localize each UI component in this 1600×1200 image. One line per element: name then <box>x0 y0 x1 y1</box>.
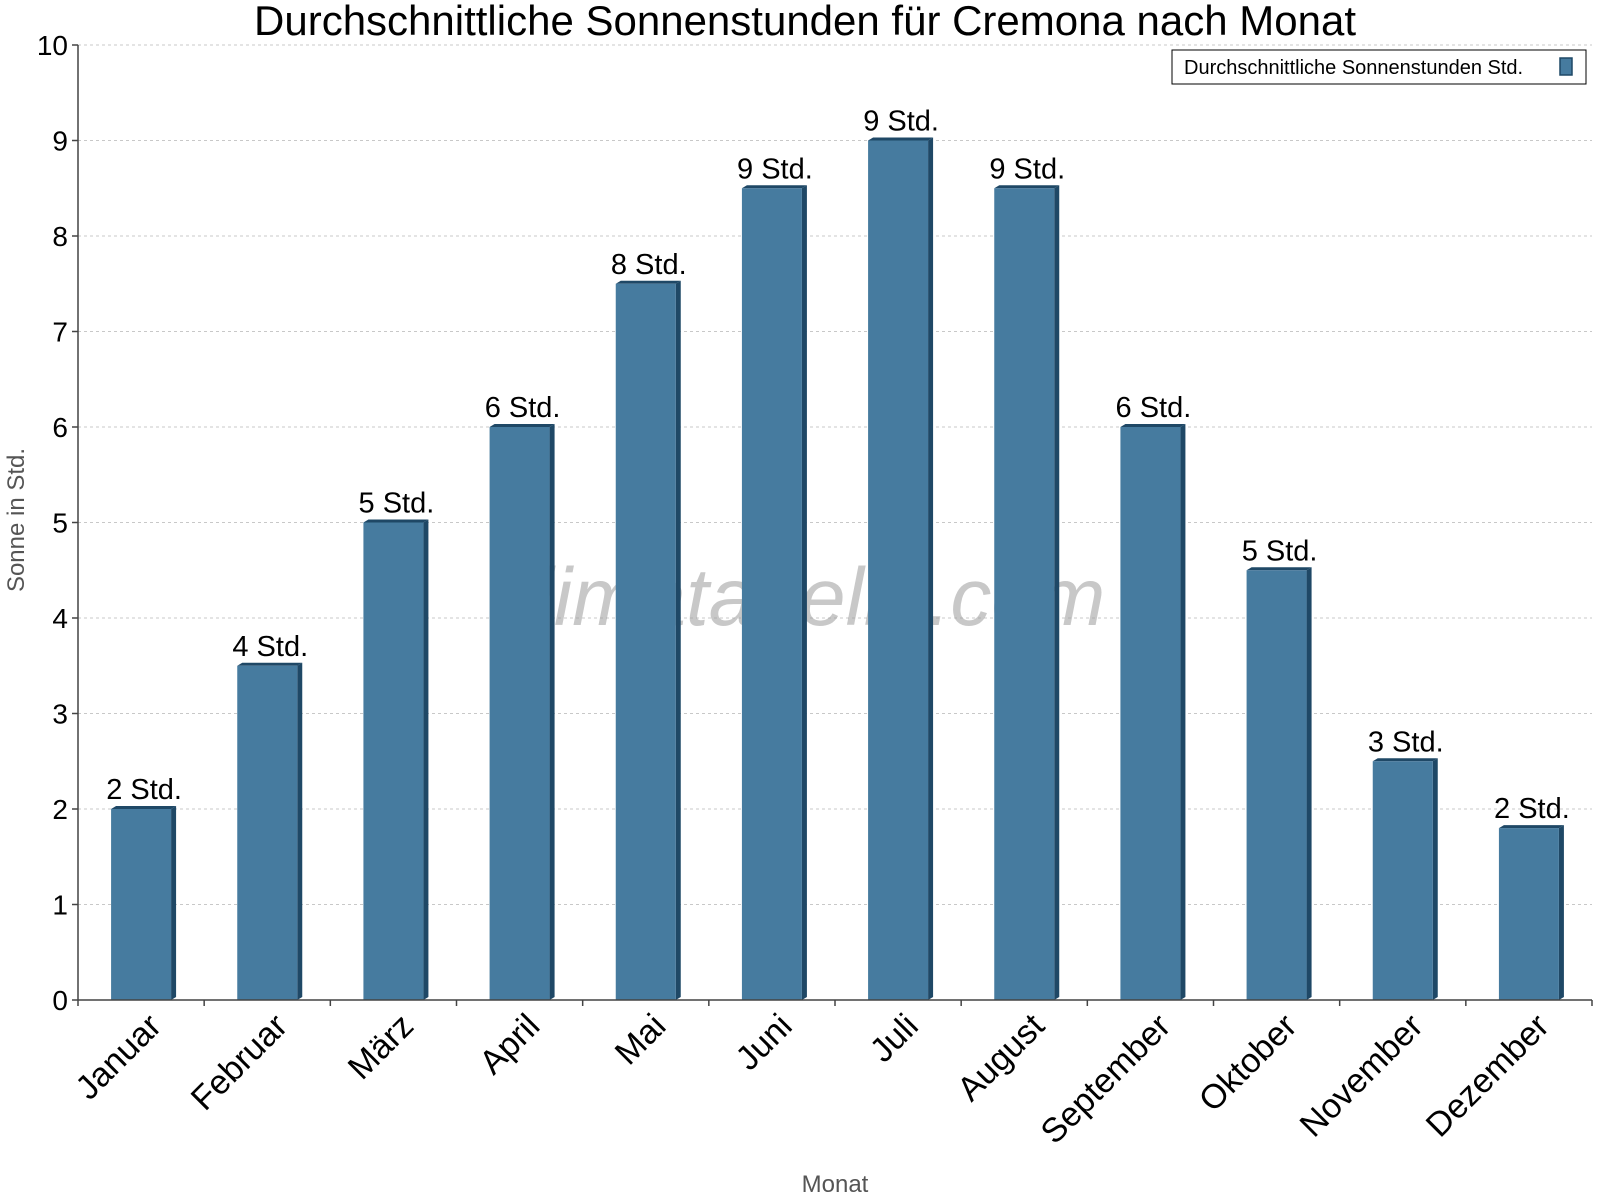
bar-side <box>801 185 807 1000</box>
data-label: 9 Std. <box>863 106 939 138</box>
bar <box>741 188 802 1000</box>
y-tick-label: 1 <box>52 890 68 921</box>
legend-box <box>1171 49 1587 85</box>
bar-side <box>1180 424 1186 1000</box>
y-tick-label: 7 <box>52 317 68 348</box>
bar <box>237 665 298 1000</box>
y-tick-label: 8 <box>52 221 68 252</box>
bar-side <box>297 662 303 1000</box>
y-tick-label: 2 <box>52 794 68 825</box>
bar <box>868 140 929 1000</box>
y-tick-label: 3 <box>52 699 68 730</box>
y-tick-label: 6 <box>52 412 68 443</box>
bars <box>111 137 1564 1000</box>
bar-top <box>111 806 177 809</box>
data-labels: 2 Std. 4 Std. 5 Std. 6 Std. 8 Std. 9 Std. 9 St… <box>106 106 1570 826</box>
data-label: 2 Std. <box>1494 793 1570 825</box>
bar-top <box>363 519 429 523</box>
bar-side <box>423 519 429 1000</box>
x-tick-label: September <box>1034 1007 1178 1151</box>
x-tick-label: Februar <box>184 1007 295 1118</box>
x-tick-label: Juni <box>729 1007 800 1078</box>
data-label: 9 Std. <box>989 153 1065 185</box>
x-tick-label: Mai <box>608 1007 674 1073</box>
bar <box>994 188 1055 1000</box>
data-label: 2 Std. <box>106 774 182 806</box>
bar-side <box>1306 567 1312 1000</box>
legend-entry-label: Durchschnittliche Sonnenstunden Std. <box>1184 57 1523 79</box>
chart-title: Durchschnittliche Sonnenstunden für Crem… <box>254 0 1356 44</box>
y-tick-label: 0 <box>52 985 68 1016</box>
bar <box>363 522 424 1000</box>
bar <box>1372 761 1433 1000</box>
y-tick-label: 5 <box>52 508 68 539</box>
x-axis-title: Monat <box>802 1171 869 1198</box>
bar-side <box>549 424 555 1000</box>
y-axis-title: Sonne in Std. <box>3 448 30 592</box>
bar <box>1246 570 1307 1000</box>
x-axis-ticks: Januar Februar März April Mai Juni Juli AugustS… <box>68 1000 1593 1151</box>
x-tick-label: Dezember <box>1419 1007 1557 1145</box>
bar-top <box>1246 567 1312 571</box>
y-tick-label: 9 <box>52 126 68 157</box>
bar-top <box>994 185 1060 189</box>
bar-top <box>1120 424 1186 427</box>
data-label: 6 Std. <box>1116 392 1192 424</box>
y-tick-label: 10 <box>37 30 68 61</box>
y-tick-label: 4 <box>52 603 68 634</box>
data-label: 6 Std. <box>485 392 561 424</box>
bar-top <box>237 662 303 666</box>
x-tick-label: August <box>950 1006 1052 1108</box>
bar-side <box>675 280 681 1000</box>
bar-side <box>171 806 177 1000</box>
bar <box>1498 828 1559 1000</box>
x-tick-label: Januar <box>68 1007 168 1107</box>
data-label: 3 Std. <box>1368 726 1444 758</box>
bar-top <box>1372 758 1438 762</box>
bar-top <box>615 280 681 284</box>
bar <box>1120 427 1181 1000</box>
data-label: 5 Std. <box>1242 535 1318 567</box>
bar-side <box>1558 825 1564 1000</box>
x-tick-label: April <box>472 1007 547 1082</box>
data-label: 9 Std. <box>737 153 813 185</box>
bar-side <box>928 137 934 1000</box>
bar-top <box>868 137 934 141</box>
bar-top <box>1498 825 1564 829</box>
bar-side <box>1432 758 1438 1000</box>
bar-top <box>741 185 807 189</box>
gridlines <box>78 44 1592 905</box>
x-tick-label: November <box>1293 1007 1431 1145</box>
bar <box>489 427 550 1000</box>
data-label: 8 Std. <box>611 249 687 281</box>
x-tick-label: Oktober <box>1192 1007 1304 1119</box>
x-tick-label: März <box>341 1007 421 1087</box>
bar-side <box>1054 185 1060 1000</box>
y-axis-ticks: 0 1 2 3 4 5 6 7 8 9 10 <box>37 30 78 1016</box>
legend-swatch <box>1559 57 1573 76</box>
bar <box>111 809 172 1000</box>
data-label: 5 Std. <box>359 488 435 520</box>
x-tick-label: Juli <box>863 1007 926 1070</box>
legend: Durchschnittliche Sonnenstunden Std. <box>1171 49 1587 85</box>
data-label: 4 Std. <box>232 631 308 663</box>
bar <box>615 283 676 1000</box>
bar-top <box>489 424 555 427</box>
